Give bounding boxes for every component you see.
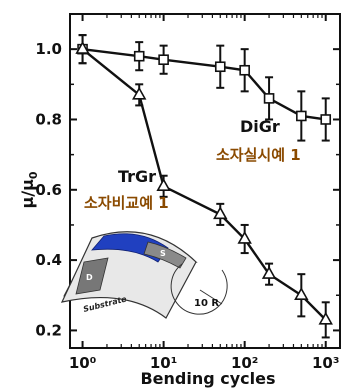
data-point-square — [320, 114, 332, 125]
x-tick-label: 10³ — [312, 354, 339, 372]
x-axis-label: Bending cycles — [140, 369, 275, 388]
bending-device-inset: S D Substrate 10 R — [60, 231, 228, 319]
data-point-square — [214, 61, 226, 73]
series-triangle — [75, 34, 333, 339]
data-point-triangle — [294, 287, 309, 300]
data-point-square — [158, 54, 169, 66]
data-point-triangle — [156, 178, 171, 191]
y-tick-label: 0.8 — [35, 110, 62, 128]
data-point-triangle — [261, 266, 277, 279]
data-point-triangle — [318, 311, 333, 325]
series-line — [82, 47, 326, 121]
y-tick-label: 0.6 — [35, 181, 62, 199]
inset-label-s: S — [160, 249, 166, 258]
annotation-trgr-ko: 소자비교예 1 — [84, 194, 169, 212]
series-line — [81, 48, 327, 321]
y-tick-label: 0.4 — [35, 251, 62, 269]
x-tick-label: 10² — [231, 354, 258, 372]
data-point-square — [296, 110, 307, 122]
x-tick-label: 10¹ — [150, 354, 177, 372]
data-point-square — [239, 64, 250, 76]
data-point-triangle — [131, 86, 147, 100]
annotation-digr-ko: 소자실시예 1 — [216, 146, 301, 164]
inset-bend-arc — [170, 263, 228, 315]
series-square — [77, 34, 332, 142]
inset-radius-line — [199, 289, 223, 305]
annotation-digr: DiGr — [240, 117, 280, 136]
x-tick-label: 10⁰ — [69, 354, 96, 372]
y-tick-label: 1.0 — [35, 40, 62, 58]
inset-label-d: D — [86, 273, 93, 282]
plot-frame — [69, 13, 341, 349]
annotation-trgr: TrGr — [118, 167, 156, 186]
data-point-triangle — [237, 230, 252, 244]
y-tick-label: 0.2 — [35, 321, 62, 339]
y-axis-label: μ/μ0 — [18, 171, 40, 208]
inset-electrode-d — [75, 257, 109, 295]
data-point-square — [263, 93, 275, 104]
data-point-square — [133, 50, 145, 62]
inset-radius-label: 10 R — [194, 298, 219, 309]
data-point-triangle — [213, 206, 228, 220]
inset-electrode-s — [143, 241, 187, 269]
data-point-triangle — [75, 41, 90, 54]
